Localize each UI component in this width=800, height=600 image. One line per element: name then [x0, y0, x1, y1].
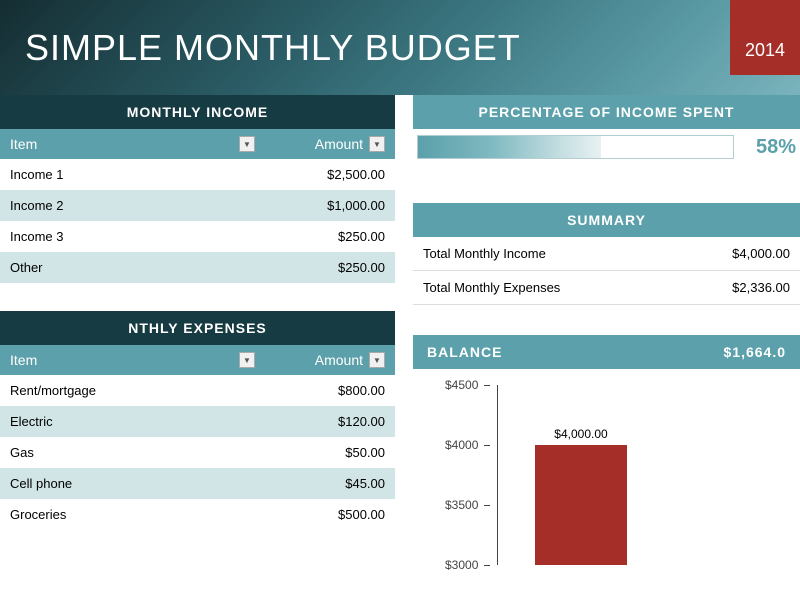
table-row: Income 1 $2,500.00: [0, 159, 395, 190]
cell-amount: $250.00: [265, 221, 395, 252]
summary-value: $2,336.00: [732, 280, 790, 295]
year-label: 2014: [745, 40, 785, 61]
cell-amount: $120.00: [265, 406, 395, 437]
income-header: MONTHLY INCOME: [0, 95, 395, 129]
cell-item: Electric: [0, 406, 265, 437]
cell-amount: $500.00: [265, 499, 395, 530]
table-row: Gas $50.00: [0, 437, 395, 468]
chart-ytick: $3000: [445, 558, 490, 572]
chart-ytick: $4000: [445, 438, 490, 452]
cell-item: Gas: [0, 437, 265, 468]
summary-row: Total Monthly Income $4,000.00: [413, 237, 800, 271]
table-row: Electric $120.00: [0, 406, 395, 437]
cell-item: Income 2: [0, 190, 265, 221]
percent-bar: [417, 135, 734, 159]
summary-header: SUMMARY: [413, 203, 800, 237]
cell-item: Cell phone: [0, 468, 265, 499]
balance-chart: $4500$4000$3500$3000$4,000.00: [445, 385, 800, 565]
cell-amount: $250.00: [265, 252, 395, 283]
page-header: SIMPLE MONTHLY BUDGET 2014: [0, 0, 800, 95]
table-row: Other $250.00: [0, 252, 395, 283]
income-table-head: Item ▼ Amount ▼: [0, 129, 395, 159]
cell-amount: $2,500.00: [265, 159, 395, 190]
table-row: Income 2 $1,000.00: [0, 190, 395, 221]
table-row: Cell phone $45.00: [0, 468, 395, 499]
dropdown-icon[interactable]: ▼: [239, 136, 255, 152]
dropdown-icon[interactable]: ▼: [369, 136, 385, 152]
expenses-header: NTHLY EXPENSES: [0, 311, 395, 345]
percent-label: 58%: [746, 136, 796, 159]
summary-value: $4,000.00: [732, 246, 790, 261]
cell-item: Income 3: [0, 221, 265, 252]
percent-spent-row: 58%: [413, 129, 800, 163]
cell-amount: $800.00: [265, 375, 395, 406]
expenses-col-item: Item ▼: [0, 345, 265, 375]
balance-value: $1,664.0: [724, 344, 787, 360]
expenses-table-head: Item ▼ Amount ▼: [0, 345, 395, 375]
cell-item: Groceries: [0, 499, 265, 530]
spent-header: PERCENTAGE OF INCOME SPENT: [413, 95, 800, 129]
year-tab: 2014: [730, 0, 800, 75]
table-row: Groceries $500.00: [0, 499, 395, 530]
chart-ytick: $3500: [445, 498, 490, 512]
table-row: Rent/mortgage $800.00: [0, 375, 395, 406]
income-col-amount: Amount ▼: [265, 129, 395, 159]
chart-bar: [535, 445, 627, 565]
cell-item: Rent/mortgage: [0, 375, 265, 406]
summary-label: Total Monthly Income: [423, 246, 546, 261]
percent-bar-fill: [418, 136, 601, 158]
dropdown-icon[interactable]: ▼: [369, 352, 385, 368]
cell-amount: $45.00: [265, 468, 395, 499]
dropdown-icon[interactable]: ▼: [239, 352, 255, 368]
cell-item: Income 1: [0, 159, 265, 190]
summary-row: Total Monthly Expenses $2,336.00: [413, 271, 800, 305]
page-title: SIMPLE MONTHLY BUDGET: [25, 27, 521, 69]
expenses-col-amount: Amount ▼: [265, 345, 395, 375]
cell-amount: $1,000.00: [265, 190, 395, 221]
chart-bar-label: $4,000.00: [554, 427, 607, 441]
chart-ytick: $4500: [445, 378, 490, 392]
cell-item: Other: [0, 252, 265, 283]
balance-label: BALANCE: [427, 344, 502, 360]
chart-y-axis: [497, 385, 498, 565]
cell-amount: $50.00: [265, 437, 395, 468]
balance-bar: BALANCE $1,664.0: [413, 335, 800, 369]
income-col-item: Item ▼: [0, 129, 265, 159]
summary-label: Total Monthly Expenses: [423, 280, 560, 295]
table-row: Income 3 $250.00: [0, 221, 395, 252]
